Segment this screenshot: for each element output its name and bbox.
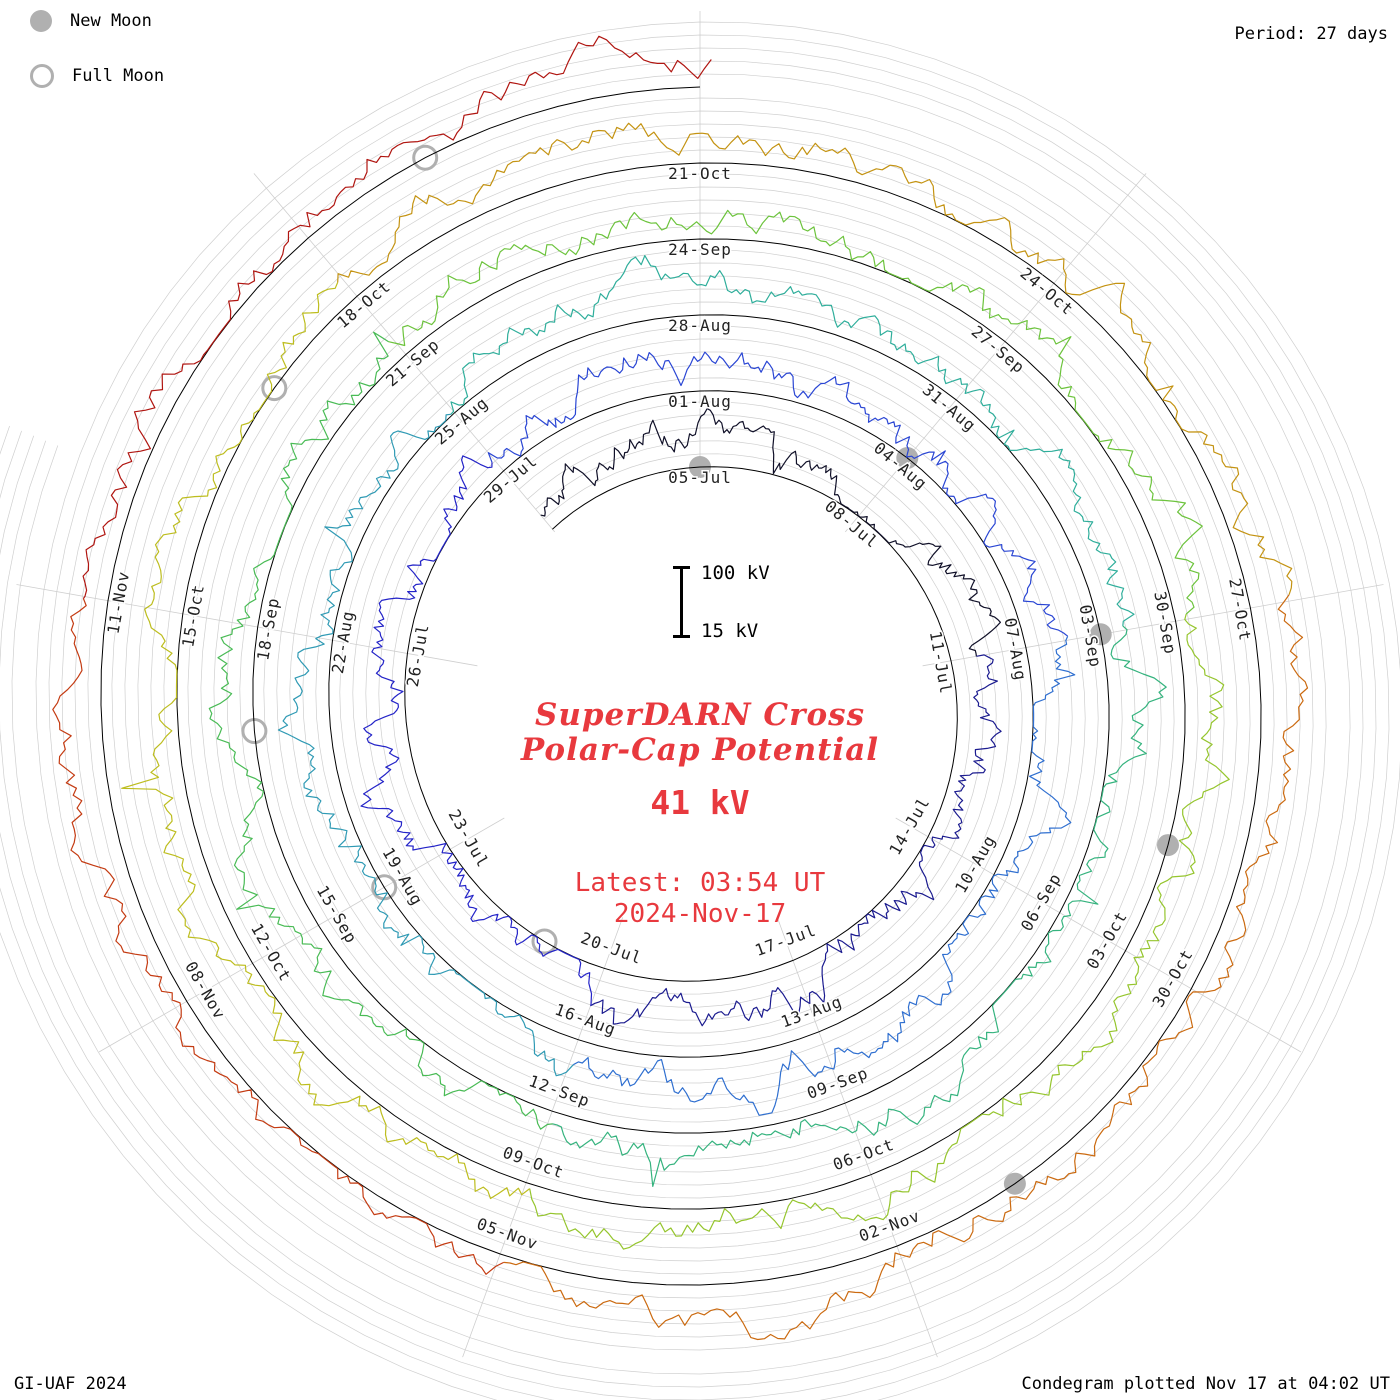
date-label: 13-Aug [778, 992, 844, 1032]
date-label: 21-Oct [668, 164, 732, 183]
date-label: 24-Sep [668, 240, 732, 259]
center-annotations: SuperDARN Cross Polar-Cap Potential 41 k… [0, 698, 1400, 930]
date-label: 04-Aug [870, 438, 931, 494]
scale-max-label: 100 kV [701, 562, 770, 584]
date-label: 30-Sep [1150, 590, 1180, 656]
trace-segment [277, 413, 574, 1077]
trace-segment [529, 613, 1230, 1250]
trace-segment [360, 455, 593, 1006]
legend-new-moon: New Moon [30, 10, 164, 32]
latest-time: Latest: 03:54 UT [574, 868, 826, 899]
trace-segment [208, 331, 553, 1130]
date-label: 27-Sep [968, 322, 1029, 378]
date-label: 12-Oct [247, 920, 295, 985]
radial-grid-line [253, 173, 556, 533]
date-label: 26-Jul [403, 622, 433, 688]
trace-segment [388, 209, 1203, 615]
full-moon-marker [531, 928, 558, 955]
kv-grid-spiral [11, 73, 1351, 1375]
chart-title-line2: Polar-Cap Potential [520, 731, 880, 768]
trace-segment [82, 35, 712, 599]
date-label: 18-Sep [253, 596, 283, 662]
radial-grid-line [16, 584, 478, 667]
trace-segment [450, 255, 1135, 626]
date-label: 03-Sep [1076, 603, 1106, 669]
scale-bar-labels: 100 kV 15 kV [701, 562, 770, 642]
baseline-spiral [100, 86, 1262, 1286]
chart-title-line1: SuperDARN Cross [534, 697, 866, 733]
credit-label: GI-UAF 2024 [14, 1374, 127, 1394]
kv-grid-spiral [0, 47, 1377, 1400]
date-label: 27-Oct [1225, 577, 1255, 643]
moon-markers [241, 144, 1179, 1195]
date-label: 01-Aug [668, 392, 732, 411]
potential-trace [52, 35, 1309, 1341]
trace-segment [337, 122, 1293, 595]
scale-bar-line [673, 566, 690, 638]
latest-date: 2024-Nov-17 [613, 899, 787, 930]
trace-segment [573, 635, 1076, 1116]
trace-segment [552, 625, 1167, 1187]
date-label: 15-Oct [178, 583, 208, 649]
new-moon-label: New Moon [70, 11, 152, 31]
trace-segment [590, 654, 1002, 1027]
date-label: 11-Jul [926, 629, 956, 695]
date-label: 22-Aug [328, 609, 358, 675]
date-label: 29-Jul [480, 451, 541, 507]
new-moon-icon [30, 10, 52, 32]
current-potential-value: 41 kV [650, 783, 750, 823]
legend-full-moon: Full Moon [30, 64, 164, 88]
scale-min-label: 15 kV [701, 620, 759, 642]
trace-segment [487, 351, 1069, 637]
trace-segment [540, 408, 1001, 657]
radial-grid-line [776, 917, 938, 1358]
trace-segment [121, 282, 531, 1200]
date-label: 07-Aug [1001, 616, 1031, 682]
full-moon-marker [412, 144, 439, 171]
date-label: 31-Aug [919, 380, 980, 436]
full-moon-marker [261, 375, 288, 402]
date-label: 09-Sep [804, 1063, 870, 1103]
radial-grid-line [462, 917, 624, 1358]
radial-grid-line [922, 584, 1384, 667]
plotted-label: Condegram plotted Nov 17 at 04:02 UT [1021, 1374, 1390, 1394]
kv-scale-bar: 100 kV 15 kV [673, 562, 770, 642]
date-label: 05-Jul [668, 468, 732, 487]
period-label: Period: 27 days [1234, 24, 1388, 44]
radial-grid-line [895, 817, 1302, 1053]
date-label: 16-Aug [552, 1000, 618, 1040]
full-moon-marker [241, 718, 268, 744]
kv-grid-spiral [0, 34, 1390, 1400]
radial-grid-line [844, 173, 1147, 533]
full-moon-label: Full Moon [72, 66, 165, 86]
date-label: 24-Oct [1016, 264, 1077, 320]
trace-segment [503, 594, 1309, 1341]
date-label: 08-Nov [181, 958, 229, 1023]
moon-legend: New Moon Full Moon [30, 10, 164, 120]
kv-grid-spiral [0, 60, 1364, 1388]
full-moon-icon [30, 64, 54, 88]
trace-segment [52, 598, 504, 1275]
date-label: 20-Jul [578, 928, 644, 968]
date-label: 30-Oct [1149, 946, 1197, 1011]
date-label: 28-Aug [668, 316, 732, 335]
